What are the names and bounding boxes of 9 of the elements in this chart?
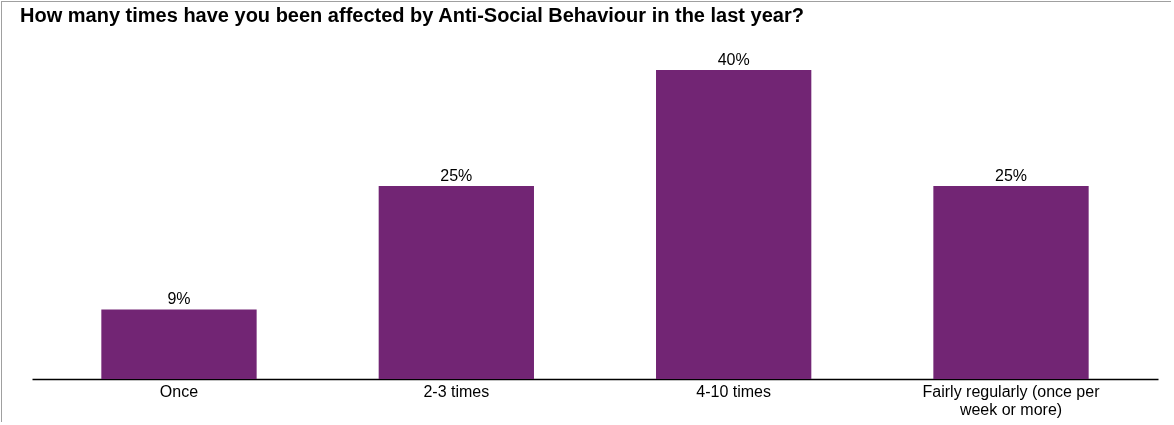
x-tick-label: Once (159, 382, 199, 400)
data-label: 40% (717, 51, 750, 68)
data-label: 25% (440, 166, 473, 184)
data-label: 25% (994, 166, 1028, 184)
chart-title: How many times have you been affected by Anti-Social Behaviour in the last year? (20, 4, 804, 26)
x-tick-label: Fairly regularly (once per week or more) (922, 382, 1101, 418)
data-label: 9% (167, 290, 191, 308)
x-tick-label: 4-10 times (696, 382, 772, 400)
x-tick-label: 2-3 times (423, 382, 490, 400)
